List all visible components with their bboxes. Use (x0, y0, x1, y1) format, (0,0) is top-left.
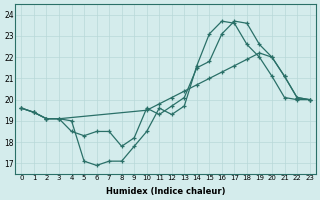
X-axis label: Humidex (Indice chaleur): Humidex (Indice chaleur) (106, 187, 225, 196)
